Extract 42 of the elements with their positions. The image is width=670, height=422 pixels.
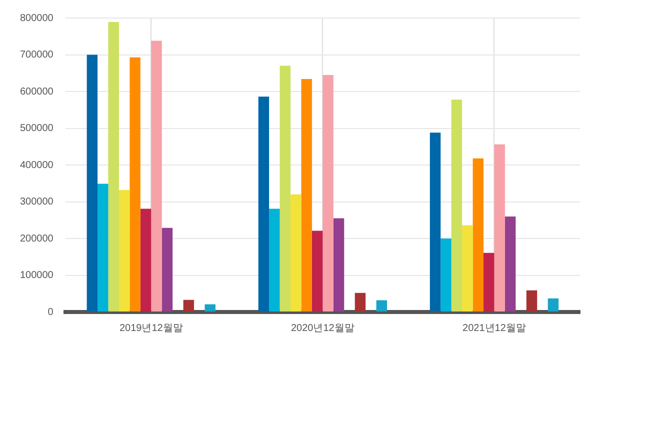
bar xyxy=(462,225,473,312)
y-tick-label: 100000 xyxy=(20,270,54,281)
bar xyxy=(280,66,291,312)
bar xyxy=(204,304,216,312)
bar xyxy=(548,298,559,312)
bar xyxy=(440,238,452,312)
y-tick-label: 200000 xyxy=(20,233,54,244)
bar xyxy=(301,79,312,312)
bar xyxy=(526,290,538,312)
bar xyxy=(376,300,388,312)
bar xyxy=(322,74,334,312)
bar xyxy=(86,54,98,312)
bar xyxy=(312,230,323,312)
y-tick-label: 700000 xyxy=(20,50,54,60)
y-tick-label: 0 xyxy=(48,306,54,318)
bar xyxy=(472,158,484,312)
bar xyxy=(162,228,173,312)
y-tick-label: 300000 xyxy=(20,196,54,208)
bar xyxy=(494,144,505,312)
bar xyxy=(504,216,516,312)
x-tick-label: 2019년12월말 xyxy=(119,322,183,334)
bar xyxy=(269,208,280,312)
bar xyxy=(451,100,462,312)
y-tick-label: 500000 xyxy=(20,123,54,134)
bar xyxy=(130,57,140,312)
x-tick-label: 2020년12월말 xyxy=(290,322,354,334)
bar xyxy=(140,208,152,312)
y-tick-label: 600000 xyxy=(20,86,54,98)
bar xyxy=(290,194,302,312)
bar xyxy=(484,252,494,312)
y-tick-label: 400000 xyxy=(20,160,54,171)
y-tick-label: 800000 xyxy=(20,12,54,24)
bar xyxy=(98,184,108,312)
bar xyxy=(354,292,366,312)
bar xyxy=(258,96,270,312)
bar xyxy=(118,190,130,312)
bar xyxy=(108,22,119,312)
bar xyxy=(333,218,344,312)
bar xyxy=(183,300,194,312)
bar xyxy=(430,132,441,312)
bar xyxy=(151,40,162,312)
x-tick-label: 2021년12월말 xyxy=(462,322,526,334)
